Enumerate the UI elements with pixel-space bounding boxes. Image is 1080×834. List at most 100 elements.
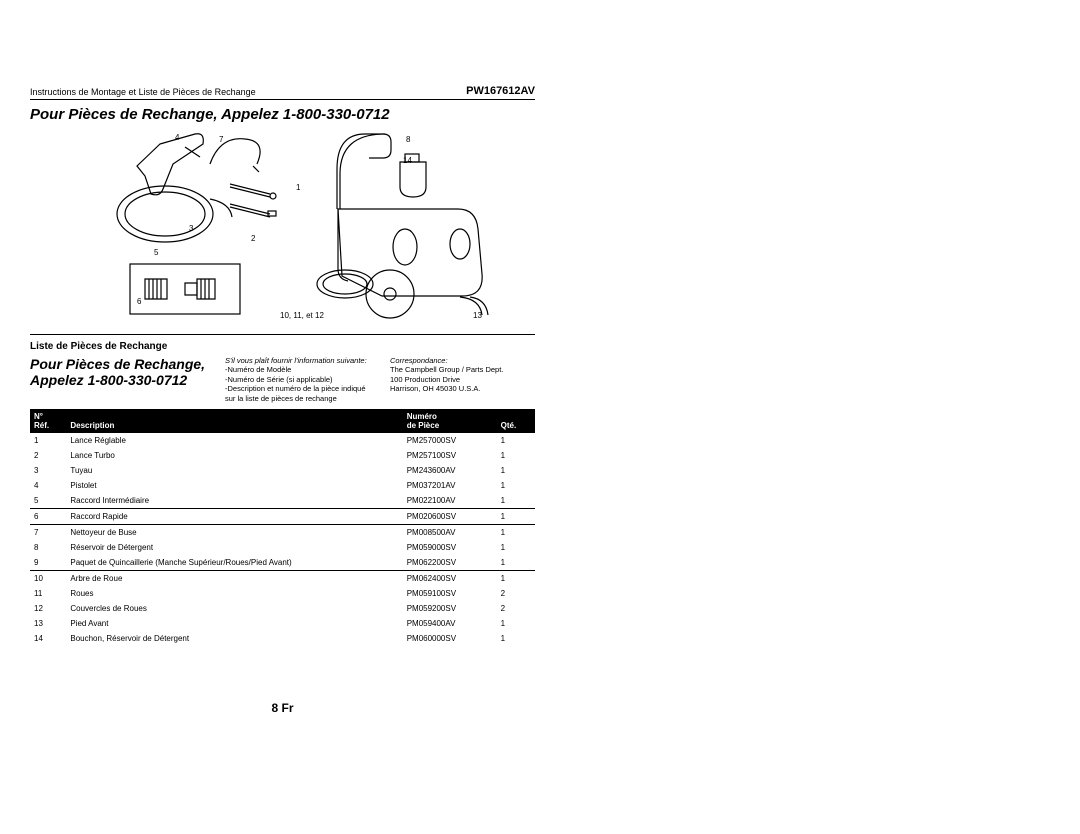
header-left: Instructions de Montage et Liste de Pièc… — [30, 87, 256, 97]
info-required-intro: S'il vous plaît fournir l'information su… — [225, 356, 390, 365]
cell-num: PM020600SV — [403, 508, 497, 524]
cell-qty: 1 — [497, 631, 535, 646]
table-row: 7Nettoyeur de BusePM008500AV1 — [30, 524, 535, 540]
callout-group: 10, 11, et 12 — [280, 311, 324, 320]
cell-qty: 1 — [497, 508, 535, 524]
cell-qty: 1 — [497, 555, 535, 571]
callout-4: 4 — [175, 133, 179, 142]
cell-desc: Bouchon, Réservoir de Détergent — [66, 631, 402, 646]
cell-num: PM022100AV — [403, 493, 497, 509]
cell-num: PM060000SV — [403, 631, 497, 646]
cell-ref: 1 — [30, 433, 66, 448]
header-row: Instructions de Montage et Liste de Pièc… — [30, 85, 535, 100]
cell-qty: 2 — [497, 586, 535, 601]
table-row: 5Raccord IntermédiairePM022100AV1 — [30, 493, 535, 509]
info-required-line: -Description et numéro de la pièce indiq… — [225, 384, 390, 393]
cell-qty: 2 — [497, 601, 535, 616]
correspondence-line: The Campbell Group / Parts Dept. — [390, 365, 530, 374]
table-row: 3TuyauPM243600AV1 — [30, 463, 535, 478]
cell-desc: Arbre de Roue — [66, 570, 402, 586]
cell-desc: Paquet de Quincaillerie (Manche Supérieu… — [66, 555, 402, 571]
cell-num: PM059200SV — [403, 601, 497, 616]
cell-num: PM008500AV — [403, 524, 497, 540]
callout-5: 5 — [154, 248, 158, 257]
callout-2: 2 — [251, 234, 255, 243]
cell-num: PM062200SV — [403, 555, 497, 571]
cell-ref: 12 — [30, 601, 66, 616]
info-required-line: -Numéro de Modèle — [225, 365, 390, 374]
cell-num: PM059000SV — [403, 540, 497, 555]
cell-qty: 1 — [497, 478, 535, 493]
callout-8: 8 — [406, 135, 410, 144]
table-row: 11RouesPM059100SV2 — [30, 586, 535, 601]
cell-qty: 1 — [497, 448, 535, 463]
cell-desc: Couvercles de Roues — [66, 601, 402, 616]
cell-num: PM243600AV — [403, 463, 497, 478]
table-row: 6Raccord RapidePM020600SV1 — [30, 508, 535, 524]
parts-diagram: 4 7 8 14 1 3 2 5 6 13 10, 11, et 12 — [30, 129, 535, 335]
header-model: PW167612AV — [466, 85, 535, 97]
cell-qty: 1 — [497, 433, 535, 448]
cell-desc: Nettoyeur de Buse — [66, 524, 402, 540]
call-line2: Appelez 1-800-330-0712 — [30, 372, 187, 388]
parts-table: N°Réf. Description Numérode Pièce Qté. 1… — [30, 409, 535, 646]
cell-ref: 4 — [30, 478, 66, 493]
diagram-hook-icon — [205, 134, 275, 179]
cell-qty: 1 — [497, 540, 535, 555]
cell-ref: 11 — [30, 586, 66, 601]
table-row: 13Pied AvantPM059400AV1 — [30, 616, 535, 631]
th-qty: Qté. — [497, 409, 535, 433]
cell-desc: Roues — [66, 586, 402, 601]
correspondence-line: Harrison, OH 45030 U.S.A. — [390, 384, 530, 393]
cell-desc: Lance Réglable — [66, 433, 402, 448]
parts-tbody: 1Lance RéglablePM257000SV12Lance TurboPM… — [30, 433, 535, 646]
cell-num: PM062400SV — [403, 570, 497, 586]
info-required: S'il vous plaît fournir l'information su… — [225, 356, 390, 403]
cell-ref: 9 — [30, 555, 66, 571]
cell-desc: Raccord Rapide — [66, 508, 402, 524]
cell-qty: 1 — [497, 570, 535, 586]
table-row: 8Réservoir de DétergentPM059000SV1 — [30, 540, 535, 555]
correspondence: Correspondance: The Campbell Group / Par… — [390, 356, 530, 403]
callout-1: 1 — [296, 183, 300, 192]
table-row: 4PistoletPM037201AV1 — [30, 478, 535, 493]
table-row: 14Bouchon, Réservoir de DétergentPM06000… — [30, 631, 535, 646]
cell-num: PM257100SV — [403, 448, 497, 463]
cell-desc: Pied Avant — [66, 616, 402, 631]
cell-num: PM037201AV — [403, 478, 497, 493]
cell-ref: 14 — [30, 631, 66, 646]
cell-ref: 13 — [30, 616, 66, 631]
info-required-line: sur la liste de pièces de rechange — [225, 394, 390, 403]
cell-desc: Tuyau — [66, 463, 402, 478]
cell-ref: 3 — [30, 463, 66, 478]
cell-num: PM059400AV — [403, 616, 497, 631]
cell-ref: 2 — [30, 448, 66, 463]
parts-list-heading: Liste de Pièces de Rechange — [30, 341, 535, 352]
cell-qty: 1 — [497, 463, 535, 478]
cell-num: PM059100SV — [403, 586, 497, 601]
callout-7: 7 — [219, 135, 223, 144]
cell-ref: 5 — [30, 493, 66, 509]
correspondence-intro: Correspondance: — [390, 356, 530, 365]
call-for-parts: Pour Pièces de Rechange, Appelez 1-800-3… — [30, 356, 225, 403]
cell-qty: 1 — [497, 616, 535, 631]
th-desc: Description — [66, 409, 402, 433]
call-line1: Pour Pièces de Rechange, — [30, 356, 205, 372]
cell-desc: Lance Turbo — [66, 448, 402, 463]
callout-14: 14 — [403, 156, 412, 165]
cell-qty: 1 — [497, 524, 535, 540]
page-number: 8 Fr — [30, 701, 535, 715]
cell-ref: 10 — [30, 570, 66, 586]
cell-ref: 7 — [30, 524, 66, 540]
cell-num: PM257000SV — [403, 433, 497, 448]
correspondence-line: 100 Production Drive — [390, 375, 530, 384]
cell-qty: 1 — [497, 493, 535, 509]
info-required-line: -Numéro de Série (si applicable) — [225, 375, 390, 384]
page-title: Pour Pièces de Rechange, Appelez 1-800-3… — [30, 106, 535, 123]
table-row: 1Lance RéglablePM257000SV1 — [30, 433, 535, 448]
table-row: 12Couvercles de RouesPM059200SV2 — [30, 601, 535, 616]
callout-6: 6 — [137, 297, 141, 306]
cell-desc: Raccord Intermédiaire — [66, 493, 402, 509]
table-row: 10Arbre de RouePM062400SV1 — [30, 570, 535, 586]
cell-ref: 6 — [30, 508, 66, 524]
